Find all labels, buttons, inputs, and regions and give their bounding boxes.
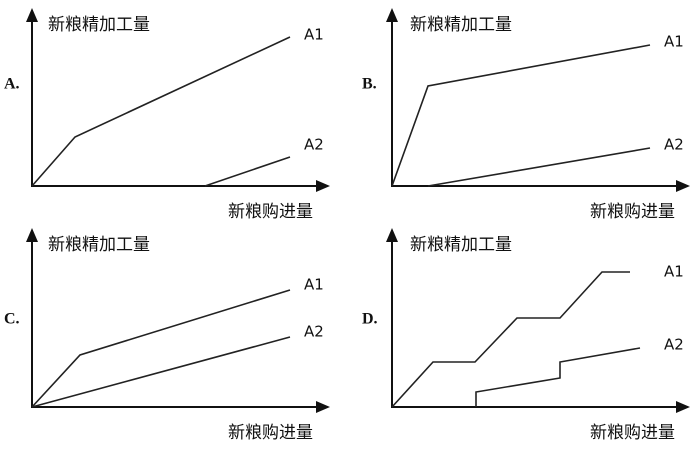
- line-label: A1: [664, 33, 684, 51]
- arrows: [26, 228, 330, 413]
- panel-label: C.: [4, 311, 20, 328]
- curve: [391, 44, 651, 187]
- axes: [31, 240, 318, 408]
- panel-label: B.: [362, 76, 377, 93]
- line-label: A2: [304, 136, 324, 154]
- y-axis-label: 新粮精加工量: [410, 235, 512, 255]
- line-label: A2: [664, 336, 684, 354]
- panel-label: D.: [362, 311, 378, 328]
- panel: 新粮精加工量 新粮购进量 D. A1 A2: [362, 228, 690, 443]
- line-label: A2: [304, 323, 324, 341]
- line-label: A1: [664, 263, 684, 281]
- line-label: A2: [664, 136, 684, 154]
- curve: [31, 36, 291, 187]
- line-label: A1: [304, 276, 324, 294]
- panel: 新粮精加工量 新粮购进量 B. A1 A2: [362, 8, 690, 222]
- curve: [204, 156, 291, 187]
- y-axis-label: 新粮精加工量: [48, 15, 150, 35]
- x-axis-label: 新粮购进量: [228, 423, 313, 443]
- arrows: [386, 8, 690, 192]
- panel: 新粮精加工量 新粮购进量 A. A1 A2: [4, 8, 330, 222]
- y-axis-label: 新粮精加工量: [48, 235, 150, 255]
- panel-label: A.: [4, 76, 20, 93]
- curve: [31, 336, 291, 408]
- axes: [31, 20, 318, 187]
- arrows: [386, 228, 690, 413]
- panel: 新粮精加工量 新粮购进量 C. A1 A2: [4, 228, 330, 443]
- line-label: A1: [304, 26, 324, 44]
- axes: [391, 20, 678, 187]
- x-axis-label: 新粮购进量: [228, 202, 313, 222]
- x-axis-label: 新粮购进量: [590, 423, 675, 443]
- y-axis-label: 新粮精加工量: [410, 15, 512, 35]
- curve: [427, 147, 651, 187]
- x-axis-label: 新粮购进量: [590, 202, 675, 222]
- curve: [31, 289, 291, 408]
- curve: [391, 271, 630, 408]
- curve: [475, 347, 641, 407]
- arrows: [26, 8, 330, 192]
